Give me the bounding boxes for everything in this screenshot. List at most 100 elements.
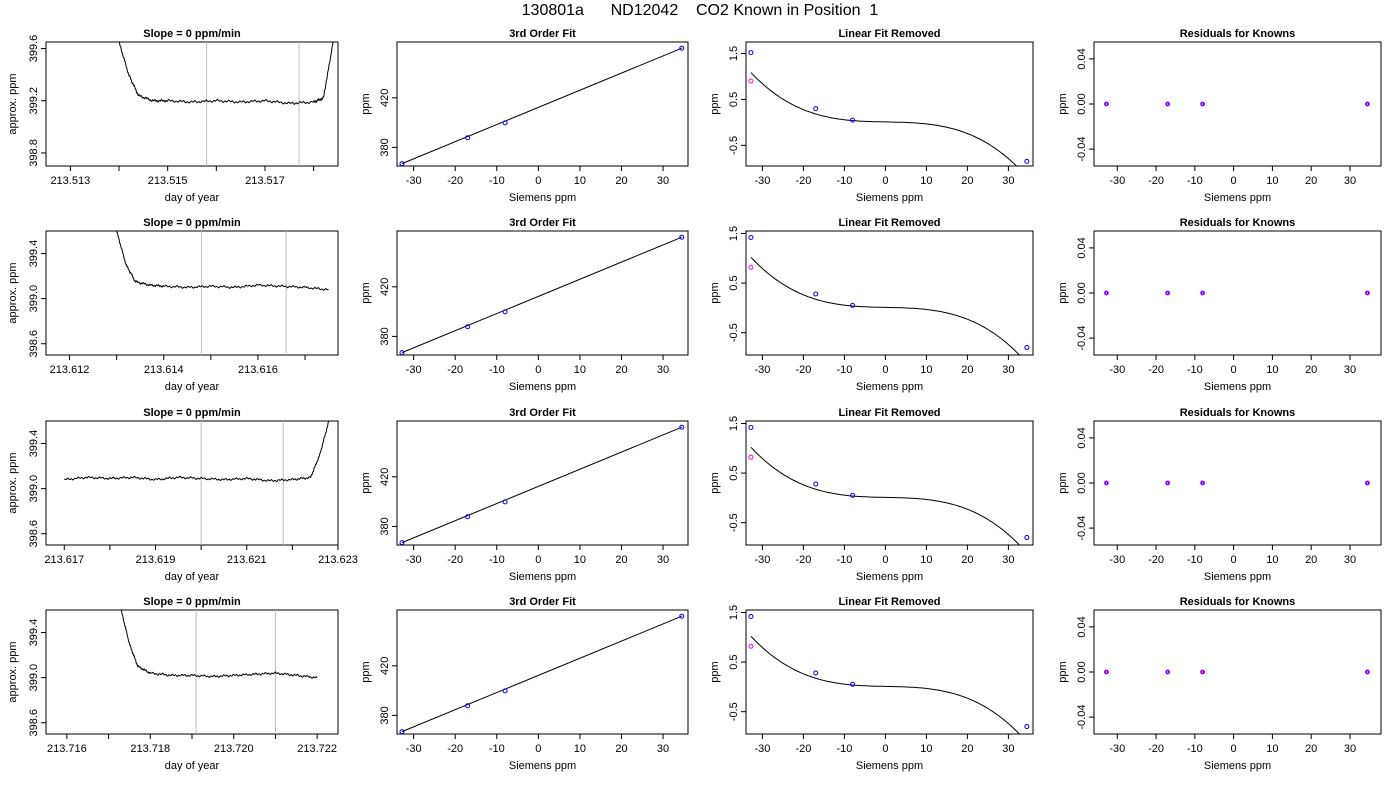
x-axis-label: Siemens ppm	[856, 760, 923, 772]
residual-point	[1200, 669, 1206, 675]
x-tick-label: 10	[1266, 364, 1278, 376]
y-tick-label: 0.04	[1076, 48, 1088, 69]
plot-frame	[1093, 230, 1382, 356]
plot-frame	[45, 230, 339, 356]
x-tick-label: -20	[447, 554, 463, 566]
x-axis-label: day of year	[165, 192, 220, 204]
x-tick-label: -20	[1148, 554, 1164, 566]
plot-frame	[396, 420, 689, 546]
cubic-curve	[750, 256, 1021, 355]
x-axis-label: Siemens ppm	[1204, 381, 1271, 393]
residual-point	[1364, 669, 1370, 675]
residual-point-inner	[1200, 291, 1205, 295]
panel-r3-c2: Linear Fit Removed -30 -20 -10 0 10 20 30 -0.5 0.…	[709, 596, 1034, 772]
x-tick-label: 0	[1231, 554, 1237, 566]
x-tick-label: 10	[1266, 554, 1278, 566]
plot-area	[748, 613, 1030, 734]
calculated-point	[748, 264, 754, 270]
y-tick-label: -0.5	[728, 136, 740, 155]
y-tick-label: 399.4	[28, 430, 40, 458]
x-tick-label: 20	[615, 554, 627, 566]
x-tick-label: -30	[1109, 743, 1125, 755]
known-point	[813, 481, 819, 487]
x-tick-label: 20	[615, 743, 627, 755]
residual-point	[1200, 480, 1206, 486]
known-point	[679, 613, 685, 619]
panel-r2-c0: Slope = 0 ppm/min 213.617 213.619 213.621 21…	[7, 407, 358, 583]
x-tick-label: 10	[1266, 175, 1278, 187]
x-tick-label: -10	[836, 175, 852, 187]
y-tick-label: 399.0	[28, 475, 40, 503]
x-tick-label: -30	[754, 364, 770, 376]
fit-line	[401, 615, 682, 733]
panel-r1-c1: 3rd Order Fit -30 -20 -10 0 10 20 30 380 420 Sieme…	[360, 217, 689, 393]
residual-point-inner	[1365, 481, 1370, 485]
residual-point	[1364, 480, 1370, 486]
y-tick-label: 380	[379, 138, 391, 156]
y-tick-label: 0.5	[728, 275, 740, 290]
residual-point-inner	[1166, 670, 1170, 674]
known-point	[850, 681, 856, 687]
known-point	[748, 613, 754, 619]
x-tick-label: 10	[574, 554, 586, 566]
x-tick-label: 213.616	[238, 364, 278, 376]
x-tick-label: 30	[1002, 364, 1014, 376]
x-tick-label: -20	[1148, 743, 1164, 755]
known-point	[850, 302, 856, 308]
x-tick-label: 0	[882, 743, 888, 755]
x-tick-label: 30	[657, 364, 669, 376]
x-tick-label: -20	[447, 364, 463, 376]
panel-title: Slope = 0 ppm/min	[143, 596, 241, 608]
panel-title: Linear Fit Removed	[838, 217, 940, 229]
x-axis-label: Siemens ppm	[509, 192, 576, 204]
x-tick-label: 0	[882, 175, 888, 187]
x-tick-label: 213.718	[130, 743, 170, 755]
x-tick-label: -30	[406, 364, 422, 376]
y-tick-label: 420	[379, 657, 391, 675]
x-axis-label: Siemens ppm	[509, 571, 576, 583]
plot-area	[63, 421, 330, 545]
x-axis-label: Siemens ppm	[509, 760, 576, 772]
x-tick-label: 10	[574, 743, 586, 755]
plot-area	[399, 424, 685, 545]
calculated-point	[748, 643, 754, 649]
x-tick-label: 30	[1344, 364, 1356, 376]
x-tick-label: -10	[836, 743, 852, 755]
x-tick-label: 213.716	[47, 743, 87, 755]
plot-frame	[1093, 41, 1382, 167]
known-point	[813, 291, 819, 297]
y-tick-label: 398.6	[28, 709, 40, 737]
x-tick-label: 0	[1231, 743, 1237, 755]
panel-title: Linear Fit Removed	[838, 407, 940, 419]
x-tick-label: 20	[1305, 743, 1317, 755]
plot-area	[1103, 101, 1370, 107]
y-axis-label: ppm	[360, 93, 372, 114]
x-tick-label: -30	[406, 743, 422, 755]
y-tick-label: 0.00	[1076, 661, 1088, 682]
cubic-curve	[750, 446, 1021, 545]
x-tick-label: -30	[754, 554, 770, 566]
y-tick-label: 0.00	[1076, 472, 1088, 493]
panel-title: 3rd Order Fit	[509, 407, 576, 419]
x-tick-label: -30	[1109, 364, 1125, 376]
plot-frame	[745, 420, 1034, 546]
panel-r3-c1: 3rd Order Fit -30 -20 -10 0 10 20 30 380 420 Sieme…	[360, 596, 689, 772]
x-tick-label: -20	[447, 175, 463, 187]
fit-line	[401, 236, 682, 354]
plot-area	[399, 45, 685, 166]
x-tick-label: 30	[657, 554, 669, 566]
x-tick-label: 30	[1344, 743, 1356, 755]
known-point	[679, 424, 685, 430]
y-tick-label: 420	[379, 89, 391, 107]
residual-point	[1165, 290, 1171, 296]
x-tick-label: 213.513	[50, 175, 90, 187]
known-point	[1024, 158, 1030, 164]
y-tick-label: 0.04	[1076, 237, 1088, 258]
x-tick-label: 0	[882, 364, 888, 376]
y-tick-label: 399.0	[28, 664, 40, 692]
x-axis-label: Siemens ppm	[856, 381, 923, 393]
x-tick-label: 213.515	[148, 175, 188, 187]
x-tick-label: 0	[535, 554, 541, 566]
known-point	[1024, 535, 1030, 541]
known-point	[399, 350, 405, 355]
